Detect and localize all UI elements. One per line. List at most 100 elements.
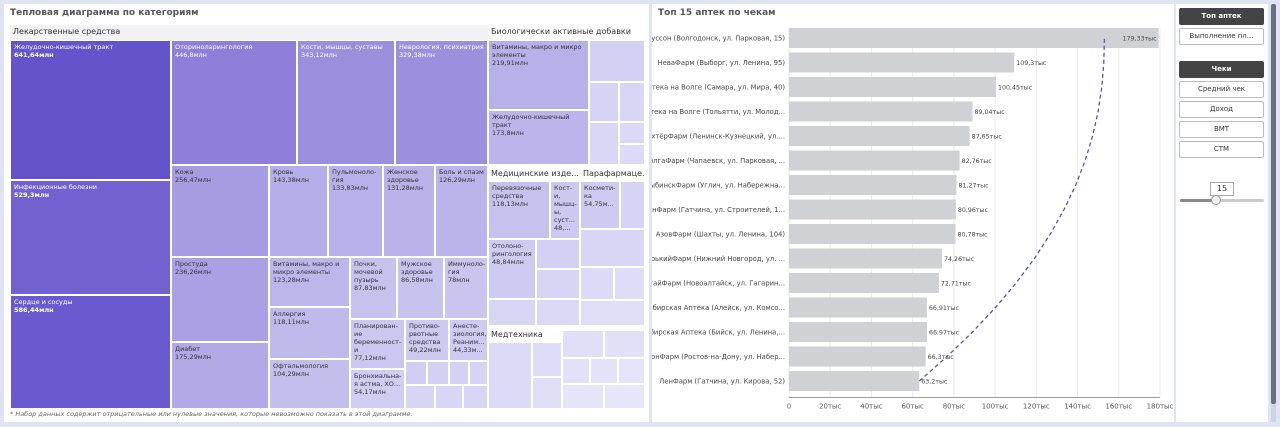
cell-small[interactable] <box>604 384 645 409</box>
cell-small[interactable] <box>536 299 580 326</box>
cell-small[interactable] <box>488 299 536 326</box>
cell-small[interactable] <box>604 330 645 358</box>
bar[interactable] <box>789 248 943 269</box>
cell-small[interactable] <box>589 40 645 82</box>
treemap-panel: Тепловая диаграмма по категориям Лекарст… <box>4 4 649 422</box>
cell-small[interactable] <box>619 82 645 122</box>
cell-small[interactable] <box>618 358 645 384</box>
cell-small[interactable] <box>449 361 469 385</box>
cell-cold[interactable]: Простуда 236,26млн <box>171 257 269 342</box>
cell-women[interactable]: Женское здоровье 131,28млн <box>383 165 435 257</box>
cell-skin[interactable]: Кожа 256,47млн <box>171 165 269 257</box>
cell-blood[interactable]: Кровь 143,38млн <box>269 165 328 257</box>
cell-small[interactable] <box>580 300 645 326</box>
cell-vitamins[interactable]: Витамины, макро и микро элементы 123,28мл… <box>269 257 350 307</box>
category-label: ШахтёрФарм (Ленинск-Кузнецкий, ул.... <box>652 133 785 141</box>
cell-small[interactable] <box>580 267 614 300</box>
scrollbar-thumb[interactable] <box>1271 4 1276 404</box>
group-drugs[interactable]: Лекарственные средства <box>10 25 488 40</box>
cell-men[interactable]: Мужское здоровье 86,58млн <box>397 257 444 319</box>
cell-small[interactable] <box>463 385 488 409</box>
bar[interactable] <box>789 224 956 244</box>
cell-small[interactable] <box>614 267 645 300</box>
group-bio[interactable]: Биологически активные добавки <box>488 25 645 40</box>
bar[interactable] <box>789 150 960 171</box>
bar[interactable] <box>789 371 920 391</box>
cell-small[interactable] <box>619 122 645 144</box>
bar[interactable] <box>789 297 927 318</box>
bar[interactable] <box>789 322 928 342</box>
bar[interactable] <box>789 77 997 97</box>
cell-small[interactable] <box>589 122 619 165</box>
cell-small[interactable] <box>562 330 604 358</box>
cell-small[interactable] <box>536 239 580 269</box>
cell-small[interactable] <box>532 342 562 377</box>
group-medical[interactable]: Медицинские изде... <box>488 167 580 181</box>
cell-med-ent[interactable]: Отолоно-рингология 48,84млн <box>488 239 536 299</box>
cell-small[interactable] <box>488 342 532 409</box>
income-button[interactable]: Доход <box>1179 101 1264 118</box>
cell-ent[interactable]: Оториноларингология 446,8млн <box>171 40 297 165</box>
cell-pulmo[interactable]: Пульмоноло-гия 133,83млн <box>328 165 383 257</box>
cell-heart[interactable]: Сердце и сосуды 586,44млн <box>10 295 171 409</box>
cell-bio-vitamins[interactable]: Витамины, макро и микро элементы 219,91мл… <box>488 40 589 110</box>
receipts-button[interactable]: Чеки <box>1179 61 1264 78</box>
cell-small[interactable] <box>589 82 619 122</box>
cell-small[interactable] <box>405 385 435 409</box>
page-scrollbar[interactable] <box>1271 4 1276 422</box>
cell-kidney[interactable]: Почки, мочевой пузырь 87,83млн <box>350 257 397 319</box>
slider-track[interactable] <box>1180 195 1264 205</box>
cell-gi[interactable]: Желудочно-кишечный тракт 641,64млн <box>10 40 171 180</box>
cell-anesthesia[interactable]: Анесте-зиология, Реаним... 44,33м... <box>449 319 488 361</box>
cell-small[interactable] <box>536 269 580 299</box>
cell-small[interactable] <box>405 361 427 385</box>
vmt-button[interactable]: ВМТ <box>1179 121 1264 138</box>
bar[interactable] <box>789 52 1015 73</box>
cell-small[interactable] <box>469 361 488 385</box>
bar[interactable] <box>789 175 957 195</box>
cell-cosmetics[interactable]: Космети-ка 54,75м... <box>580 181 620 229</box>
category-label: Аптека на Волге (Тольятти, ул. Молод... <box>652 108 785 116</box>
cell-bones[interactable]: Кости, мышцы, суставы 343,12млн <box>297 40 395 165</box>
data-label: 66,3тыс <box>928 354 955 361</box>
plan-execution-button[interactable]: Выполнение пл... <box>1179 28 1264 45</box>
cell-bio-gi[interactable]: Желудочно-кишечный тракт 173,8млн <box>488 110 589 165</box>
cell-asthma[interactable]: Бронхиальна-я астма, ХО... 54,17млн <box>350 369 405 409</box>
cell-allergy[interactable]: Аллергия 118,11млн <box>269 307 350 359</box>
stm-button[interactable]: СТМ <box>1179 141 1264 158</box>
cell-small[interactable] <box>590 358 618 384</box>
x-tick-label: 0 <box>787 403 791 411</box>
cell-med-bones[interactable]: Кост-и, мышц-ы, суст... 48,... <box>550 181 580 239</box>
top-pharmacies-chart: 0 20тыс 40тыс 60тыс 80тыс 100тыс 120тыс 140тыс 1… <box>652 28 1174 411</box>
slider-thumb[interactable] <box>1211 195 1222 205</box>
cell-small[interactable] <box>427 361 449 385</box>
cell-pregnancy[interactable]: Планирован-ие беременност-и 77,12млн <box>350 319 405 369</box>
cell-pain[interactable]: Боль и спазм 126,29млн <box>435 165 488 257</box>
x-tick-label: 80тыс <box>943 403 966 411</box>
cell-small[interactable] <box>435 385 463 409</box>
cell-immuno[interactable]: Иммуноло-гия 78млн <box>444 257 488 319</box>
top-pharmacies-button[interactable]: Топ аптек <box>1179 8 1264 25</box>
cell-antiemetic[interactable]: Противо-рвотные средства 49,22млн <box>405 319 449 361</box>
bar[interactable] <box>789 199 956 220</box>
cell-dressing[interactable]: Перевязочные средства 118,13млн <box>488 181 550 239</box>
cell-small[interactable] <box>619 144 645 165</box>
group-parapharm[interactable]: Парафармаце... <box>580 167 645 181</box>
bar[interactable] <box>789 126 970 146</box>
data-label: 109,3тыс <box>1016 60 1047 67</box>
bar[interactable] <box>789 28 1159 48</box>
cell-diabetes[interactable]: Диабет 175,29млн <box>171 342 269 409</box>
cell-small[interactable] <box>620 181 645 229</box>
cell-small[interactable] <box>562 358 590 384</box>
bar[interactable] <box>789 346 926 367</box>
cell-ophthalmology[interactable]: Офтальмология 104,29млн <box>269 359 350 409</box>
category-label: Сибирская Аптека (Алейск, ул. Комсо... <box>652 304 785 312</box>
bar[interactable] <box>789 273 939 293</box>
cell-small[interactable] <box>562 384 604 409</box>
average-receipt-button[interactable]: Средний чек <box>1179 81 1264 98</box>
cell-infections[interactable]: Инфекционные болезни 529,3млн <box>10 180 171 295</box>
cell-small[interactable] <box>580 229 645 267</box>
bar[interactable] <box>789 101 973 122</box>
cell-neuro[interactable]: Неврология, психиатрия 329,38млн <box>395 40 488 165</box>
cell-small[interactable] <box>532 377 562 409</box>
